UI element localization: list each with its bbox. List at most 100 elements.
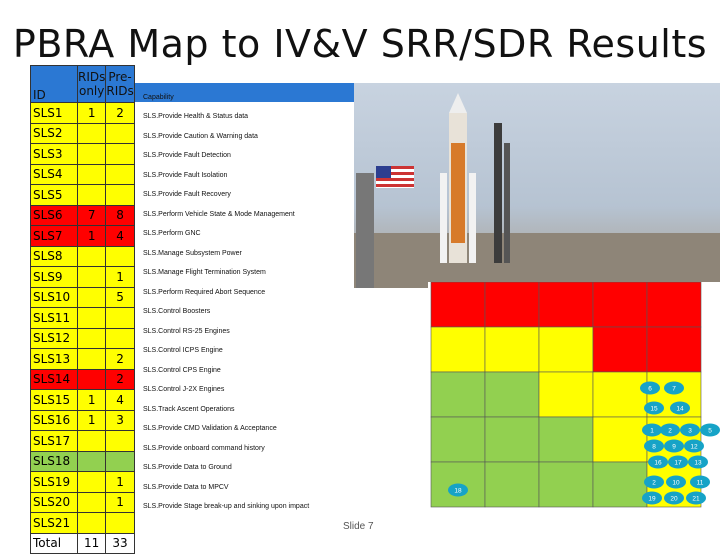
rids-only-cell: [76, 163, 107, 185]
table-row: SLS15 1 4: [30, 389, 135, 411]
risk-bubble: [448, 483, 468, 497]
total-pre-rids: 33: [105, 532, 135, 554]
pre-rids-cell: [105, 184, 135, 206]
capability-item: SLS.Provide Fault Isolation: [143, 171, 228, 179]
row-id: SLS18: [30, 450, 78, 472]
table-row: SLS8: [30, 245, 135, 267]
capability-item: SLS.Provide onboard command history: [143, 444, 265, 452]
risk-bubble: [640, 381, 660, 395]
pre-rids-cell: 1: [105, 266, 135, 288]
total-rids-only: 11: [76, 532, 107, 554]
pre-rids-cell: [105, 307, 135, 329]
table-row: SLS21: [30, 512, 135, 534]
capability-item: SLS.Provide Health & Status data: [143, 113, 249, 120]
risk-bubble: [664, 491, 684, 505]
matrix-cell: [484, 371, 540, 418]
risk-bubble: [670, 401, 690, 415]
capability-item: SLS.Control Boosters: [143, 308, 211, 315]
risk-bubble: [664, 439, 684, 453]
risk-bubble: [664, 381, 684, 395]
pre-rids-cell: 2: [105, 348, 135, 370]
pre-rids-cell: 5: [105, 286, 135, 308]
table-row: SLS11: [30, 307, 135, 329]
pre-rids-cell: [105, 450, 135, 472]
risk-bubble-label: 18: [454, 488, 462, 495]
matrix-cell: [592, 461, 648, 508]
table-row: SLS14 2: [30, 368, 135, 390]
matrix-cell: [646, 281, 702, 328]
capability-header: Capability: [135, 83, 354, 102]
risk-bubble-label: 6: [648, 386, 652, 393]
row-id: SLS3: [30, 143, 78, 165]
table-row: SLS19 1: [30, 471, 135, 493]
table-row: SLS9 1: [30, 266, 135, 288]
row-id: SLS11: [30, 307, 78, 329]
risk-bubble-label: 21: [692, 496, 700, 503]
total-row: Total 11 33: [30, 532, 135, 554]
header-rids-only: RIDs only: [76, 65, 107, 103]
risk-bubble-label: 12: [690, 444, 698, 451]
risk-bubble-label: 15: [650, 406, 658, 413]
table-row: SLS3: [30, 143, 135, 165]
row-id: SLS5: [30, 184, 78, 206]
header-pre-rids: Pre-RIDs: [105, 65, 135, 103]
table-row: SLS12: [30, 327, 135, 349]
table-row: SLS18: [30, 450, 135, 472]
risk-bubble: [668, 455, 688, 469]
row-id: SLS15: [30, 389, 78, 411]
matrix-cell: [592, 326, 648, 373]
pre-rids-cell: 4: [105, 225, 135, 247]
table-row: SLS1 1 2: [30, 102, 135, 124]
pre-rids-cell: [105, 430, 135, 452]
rocket-launch-photo: [354, 83, 720, 288]
rids-only-cell: [76, 450, 107, 472]
capability-item: SLS.Provide Data to MPCV: [143, 483, 229, 491]
matrix-cell: [646, 326, 702, 373]
table-row: SLS4: [30, 163, 135, 185]
pre-rids-cell: 2: [105, 368, 135, 390]
pre-rids-cell: 8: [105, 204, 135, 226]
risk-bubble-label: 13: [694, 460, 702, 467]
risk-bubble: [700, 423, 720, 437]
capability-item: SLS.Manage Flight Termination System: [143, 269, 266, 276]
risk-bubble: [684, 439, 704, 453]
matrix-cell: [430, 371, 486, 418]
risk-bubble: [680, 423, 700, 437]
risk-bubble: [644, 475, 664, 489]
risk-bubble: [660, 423, 680, 437]
slide-title: PBRA Map to IV&V SRR/SDR Results: [12, 22, 708, 66]
capability-item: SLS.Perform Vehicle State & Mode Managem…: [143, 210, 295, 218]
risk-bubble-label: 17: [674, 460, 682, 467]
table-row: SLS20 1: [30, 491, 135, 513]
risk-bubble-label: 19: [648, 496, 656, 503]
slide-number: Slide 7: [343, 521, 374, 532]
capability-item: SLS.Provide Fault Detection: [143, 152, 231, 159]
rocket-icon: [354, 93, 720, 288]
rids-only-cell: [76, 307, 107, 329]
matrix-cell: [538, 416, 594, 463]
capability-item: SLS.Provide Stage break-up and sinking u…: [143, 503, 310, 510]
capability-item: SLS.Provide Caution & Warning data: [143, 132, 258, 140]
row-id: SLS17: [30, 430, 78, 452]
capability-item: SLS.Provide Fault Recovery: [143, 191, 231, 198]
table-row: SLS2: [30, 122, 135, 144]
row-id: SLS14: [30, 368, 78, 390]
rids-only-cell: [76, 491, 107, 513]
matrix-cell: [430, 326, 486, 373]
row-id: SLS9: [30, 266, 78, 288]
capability-item: SLS.Control J-2X Engines: [143, 386, 225, 393]
table-row: SLS6 7 8: [30, 204, 135, 226]
risk-bubble: [688, 455, 708, 469]
risk-bubble-label: 5: [708, 428, 712, 435]
matrix-cell: [538, 326, 594, 373]
pre-rids-cell: [105, 327, 135, 349]
risk-bubble-label: 16: [654, 460, 662, 467]
capability-item: SLS.Provide Data to Ground: [143, 464, 232, 471]
matrix-cell: [592, 416, 648, 463]
rids-only-cell: 1: [76, 409, 107, 431]
capability-item: SLS.Control ICPS Engine: [143, 347, 223, 354]
table-row: SLS16 1 3: [30, 409, 135, 431]
risk-bubble-label: 2: [668, 428, 672, 435]
row-id: SLS7: [30, 225, 78, 247]
pre-rids-cell: [105, 512, 135, 534]
